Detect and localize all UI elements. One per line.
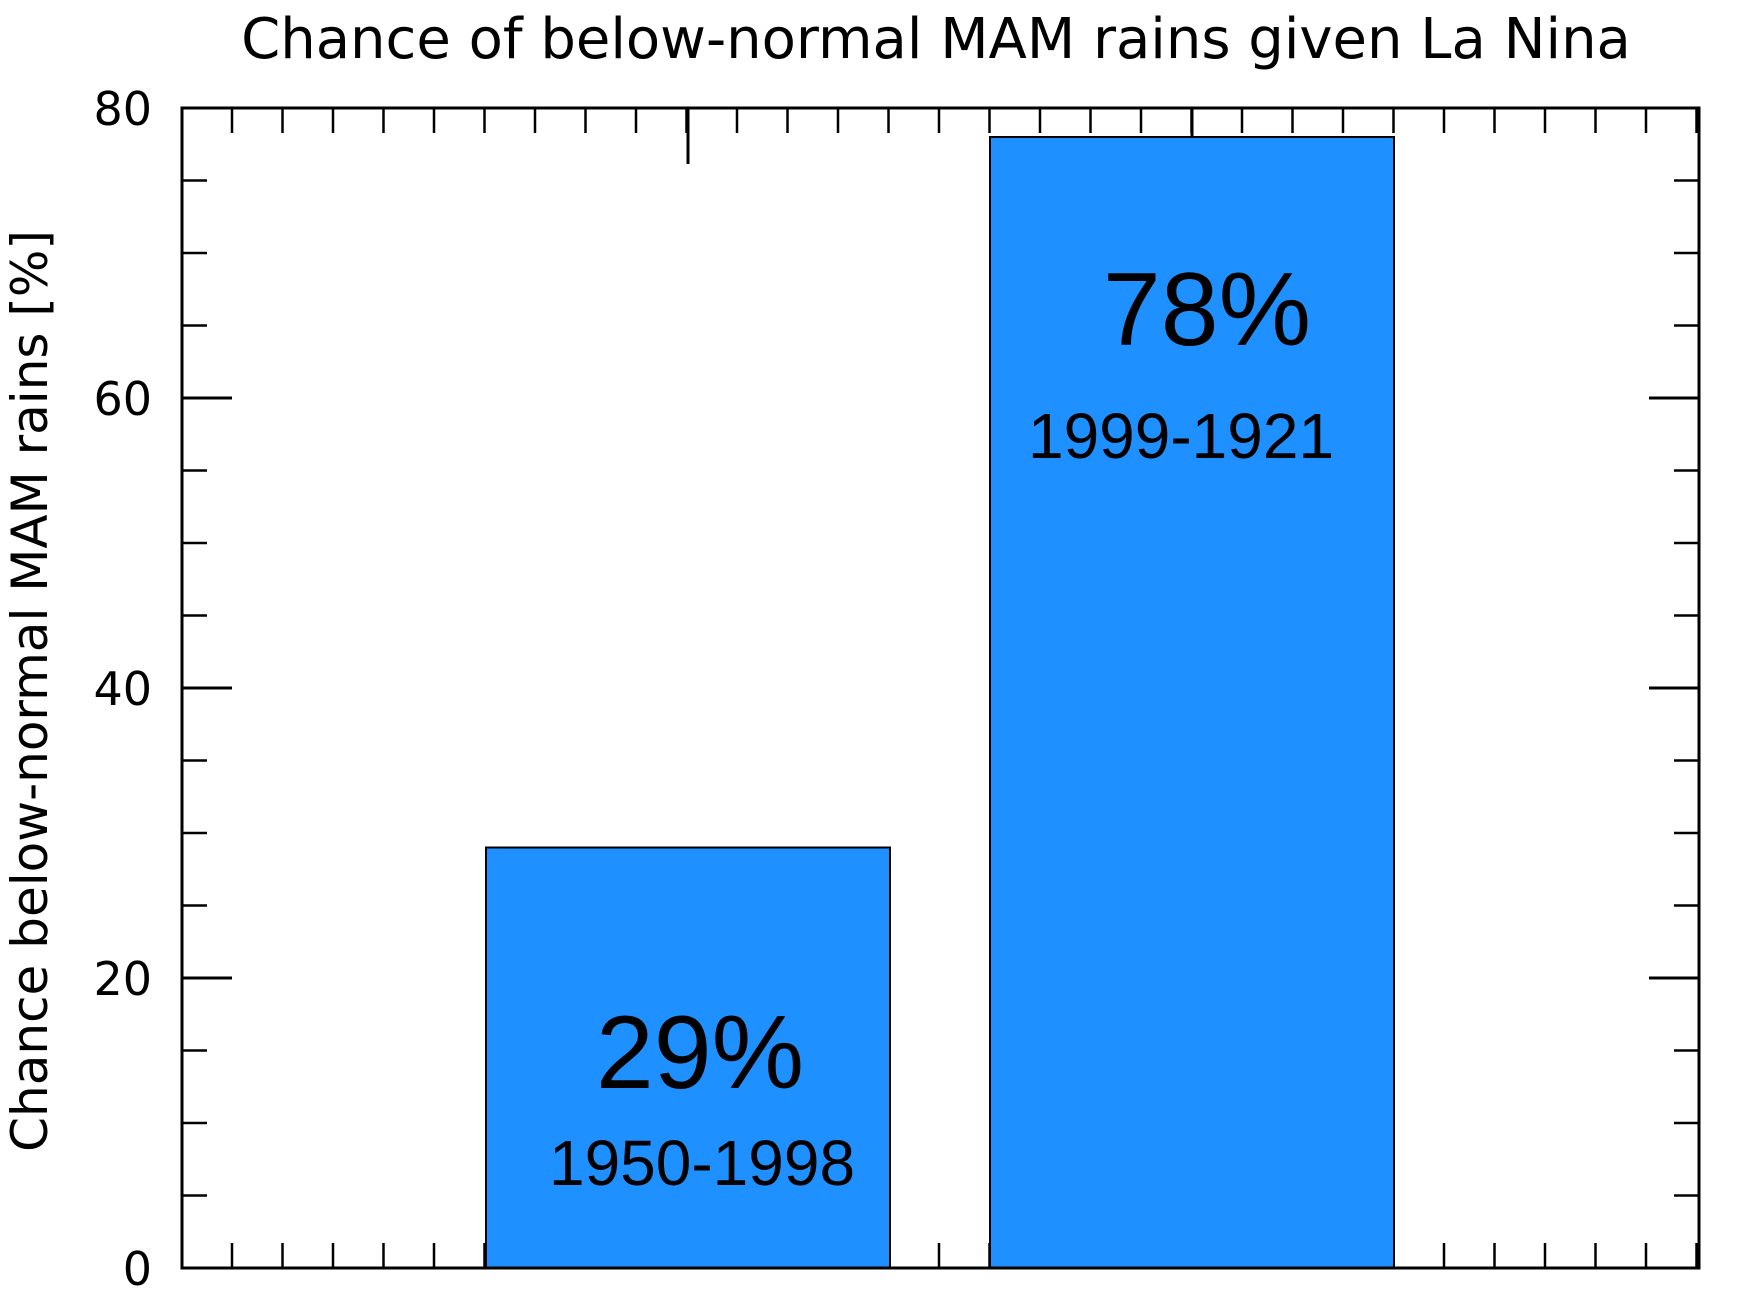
plot-frame (180, 106, 1701, 1270)
axis-ticks (182, 106, 1699, 1270)
chart-title: Chance of below-normal MAM rains given L… (241, 7, 1631, 72)
y-tick-label: 40 (93, 662, 152, 716)
bar-value-label: 78% (1103, 252, 1311, 368)
y-tick-label: 0 (123, 1242, 152, 1294)
y-axis-label: Chance below-normal MAM rains [%] (1, 230, 59, 1152)
bar-value-label: 29% (596, 995, 804, 1111)
bar-labels: 29% 1950-1998 78% 1999-1921 (549, 252, 1334, 1199)
bar (485, 846, 891, 1269)
y-tick-labels: 0 20 40 60 80 (93, 82, 152, 1296)
bar-period-label: 1999-1921 (1028, 400, 1334, 472)
y-tick-label: 80 (93, 82, 152, 136)
bar-period-label: 1950-1998 (549, 1127, 855, 1199)
y-tick-label: 20 (93, 952, 152, 1006)
bar (989, 136, 1395, 1269)
bars (485, 136, 1395, 1269)
y-tick-label: 60 (93, 372, 152, 426)
